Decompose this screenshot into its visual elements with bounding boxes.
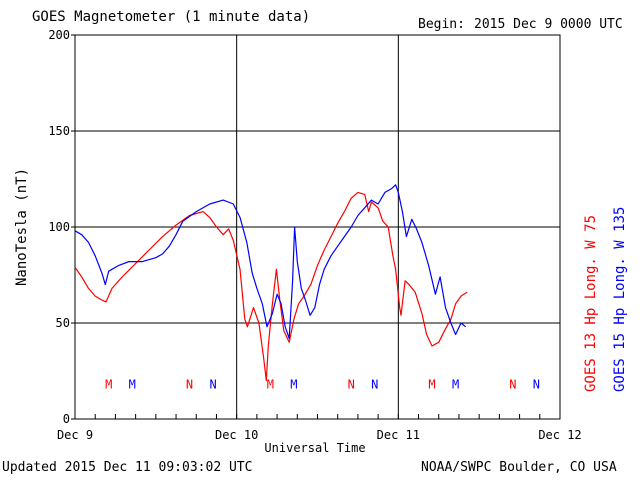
event-marker-M: M (267, 377, 274, 391)
y-tick-label: 0 (63, 412, 70, 426)
begin-label: Begin: (418, 17, 465, 32)
begin-value: 2015 Dec 9 0000 UTC (474, 17, 623, 32)
chart-title: GOES Magnetometer (1 minute data) (32, 9, 311, 25)
x-axis-label: Universal Time (264, 441, 365, 455)
event-marker-M: M (129, 377, 136, 391)
series-group (74, 184, 468, 382)
source-credit: NOAA/SWPC Boulder, CO USA (421, 460, 617, 475)
event-marker-N: N (348, 377, 355, 391)
x-tick-label: Dec 11 (377, 428, 420, 442)
y-tick-label: 150 (48, 124, 70, 138)
series-line-goes13 (74, 191, 468, 382)
series-line-goes15 (74, 184, 467, 339)
x-tick-label: Dec 12 (538, 428, 581, 442)
updated-timestamp: Updated 2015 Dec 11 09:03:02 UTC (2, 460, 253, 475)
event-marker-M: M (428, 377, 435, 391)
grid-lines (71, 34, 561, 420)
x-tick-label: Dec 10 (215, 428, 258, 442)
event-marker-N: N (509, 377, 516, 391)
tick-labels: 0 50 100 150 200 Dec 9 Dec 10 Dec 11 Dec 12 (48, 28, 581, 442)
event-marker-N: N (186, 377, 193, 391)
legend-goes15: GOES 15 Hp Long. W 135 (612, 207, 628, 392)
plot-frame (74, 34, 561, 420)
event-marker-M: M (105, 377, 112, 391)
y-tick-label: 100 (48, 220, 70, 234)
y-tick-label: 200 (48, 28, 70, 42)
y-axis-label: NanoTesla (nT) (14, 168, 30, 286)
event-marker-M: M (452, 377, 459, 391)
x-tick-label: Dec 9 (57, 428, 93, 442)
legend-goes13: GOES 13 Hp Long. W 75 (583, 215, 599, 392)
event-marker-M: M (290, 377, 297, 391)
event-marker-N: N (533, 377, 540, 391)
event-marker-N: N (371, 377, 378, 391)
y-tick-label: 50 (56, 316, 70, 330)
event-marker-N: N (209, 377, 216, 391)
